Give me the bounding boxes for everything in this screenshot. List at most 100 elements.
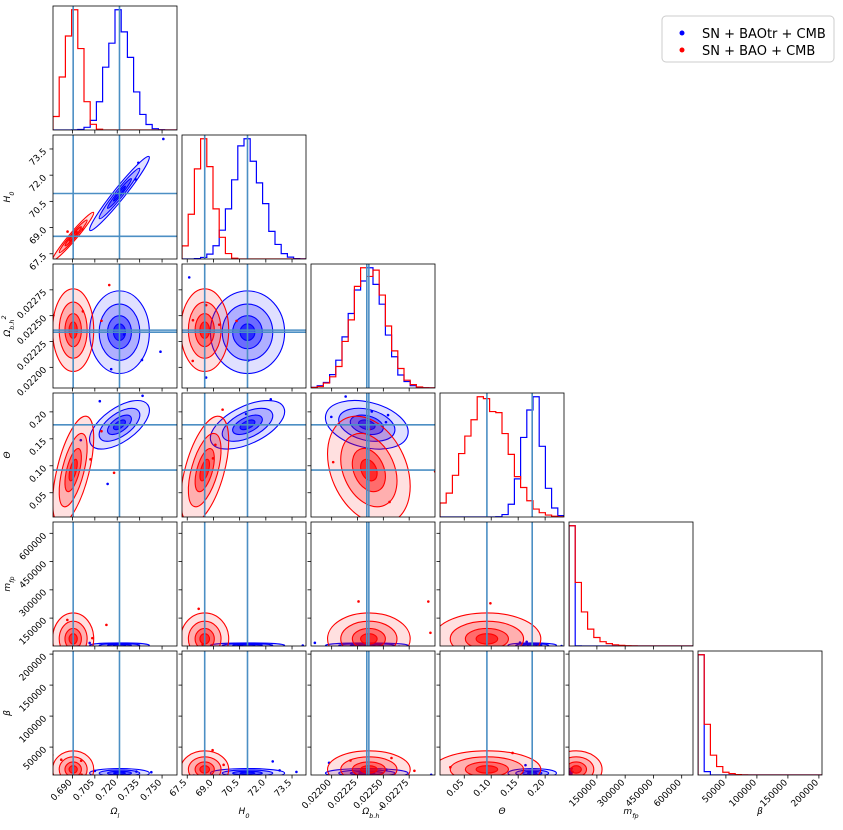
panel-beta-beta: 50000 100000 150000 200000 β [697,650,823,817]
panel-frame [439,392,565,518]
outlier-point-series-1 [211,748,214,752]
x-tick-label-H0: 70.5 [221,778,242,799]
x-axis-label-omega_l: Ωl [110,807,120,820]
outlier-point-series-1 [60,669,63,672]
outlier-point-series-1 [215,564,218,567]
outlier-point-series-1 [59,758,63,762]
legend-marker-series-0 [679,30,685,36]
x-tick-label-theta: 0.10 [472,778,493,799]
outlier-point-series-0 [241,642,244,646]
panel-H0-theta [178,392,307,567]
outlier-point-series-1 [79,759,83,763]
y-tick-label-beta: 150000 [18,683,50,715]
histogram-beta-series-0 [698,654,822,775]
outlier-point-series-0 [554,648,557,651]
panel-frame [181,263,307,389]
outlier-point-series-0 [237,643,240,646]
outlier-point-series-1 [221,408,224,411]
y-tick-label-theta: 0.20 [28,410,49,431]
outlier-point-series-1 [191,359,195,363]
outlier-point-series-1 [235,319,238,323]
panel-frame [52,134,178,260]
outlier-point-series-1 [75,518,78,521]
outlier-point-series-1 [193,532,196,535]
outlier-point-series-0 [106,482,109,486]
outlier-point-series-1 [100,319,103,323]
outlier-point-series-0 [518,641,522,644]
x-tick-label-beta: 200000 [790,778,822,810]
outlier-point-series-0 [141,394,144,398]
outlier-point-series-1 [273,714,276,717]
histogram-theta-series-1 [440,396,564,517]
y-tick-label-m_fp: 450000 [18,559,50,591]
outlier-point-series-0 [308,769,311,772]
outlier-point-series-0 [134,178,137,181]
outlier-point-series-1 [489,602,492,605]
panel-frame [310,521,436,647]
panel-theta-beta: 0.05 0.10 0.15 0.20 Θ [436,650,565,817]
histogram-theta-series-0 [440,396,564,517]
panel-theta-theta [439,392,565,521]
outlier-point-series-1 [54,259,57,262]
outlier-point-series-1 [264,621,267,624]
y-tick-label-theta: 0.15 [28,437,49,458]
outlier-point-series-1 [167,810,170,813]
outlier-point-series-1 [218,782,221,785]
outlier-point-series-1 [417,640,420,643]
y-tick-label-H0: 70.5 [28,199,49,220]
outlier-point-series-0 [278,769,281,772]
outlier-point-series-1 [440,655,443,658]
outlier-point-series-0 [122,333,126,336]
outlier-point-series-0 [565,763,568,766]
y-tick-label-beta: 50000 [22,745,50,773]
contour-m_fp-beta-series-1-level-3 [570,765,582,774]
histogram-omega_l-series-1 [53,9,177,130]
outlier-point-series-1 [390,756,393,760]
x-tick-label-m_fp: 450000 [624,778,656,810]
outlier-point-series-0 [524,763,527,767]
panel-frame [310,392,436,518]
histogram-omega_b_h2-series-1 [311,267,435,388]
outlier-point-series-1 [475,784,478,787]
outlier-point-series-0 [271,760,275,763]
panel-omega_l-omega_l [52,5,178,134]
x-tick-label-omega_l: 0.750 [139,778,164,803]
panel-H0-H0 [181,134,307,263]
outlier-point-series-0 [542,776,545,779]
panel-H0-beta: 67.5 69.0 70.5 72.0 73.5 H0 [167,650,307,820]
outlier-point-series-0 [159,350,162,353]
panel-frame [439,650,565,776]
outlier-point-series-1 [413,769,416,773]
outlier-point-series-1 [165,678,168,681]
histogram-m_fp-series-1 [569,525,693,646]
outlier-point-series-0 [113,772,117,775]
outlier-point-series-0 [565,777,568,780]
panel-frame [52,521,178,647]
outlier-point-series-0 [140,358,144,362]
x-tick-label-beta: 50000 [701,778,729,806]
panel-m_fp-m_fp [568,521,694,650]
outlier-point-series-1 [81,310,85,313]
legend-label-series-0: SN + BAOtr + CMB [702,27,826,42]
outlier-point-series-0 [565,643,568,646]
outlier-point-series-1 [81,227,84,231]
panel-frame [310,263,436,389]
outlier-point-series-1 [66,230,69,233]
y-tick-label-beta: 200000 [18,652,50,684]
outlier-point-series-0 [352,647,355,650]
panel-theta-m_fp [417,521,568,658]
x-tick-label-omega_l: 0.705 [72,778,97,803]
x-tick-label-m_fp: 300000 [596,778,628,810]
panel-frame [52,263,178,389]
outlier-point-series-0 [330,415,333,419]
y-tick-label-theta: 0.05 [28,491,49,512]
outlier-point-series-1 [217,323,221,326]
histogram-omega_b_h2-series-0 [311,267,435,388]
panel-H0-omega_b_h2 [178,263,307,392]
outlier-point-series-1 [552,796,555,799]
histogram-H0-series-1 [182,138,306,259]
outlier-point-series-0 [150,770,153,774]
panel-omega_l-theta: 0.05 0.10 0.15 0.20 Θ [3,392,178,521]
